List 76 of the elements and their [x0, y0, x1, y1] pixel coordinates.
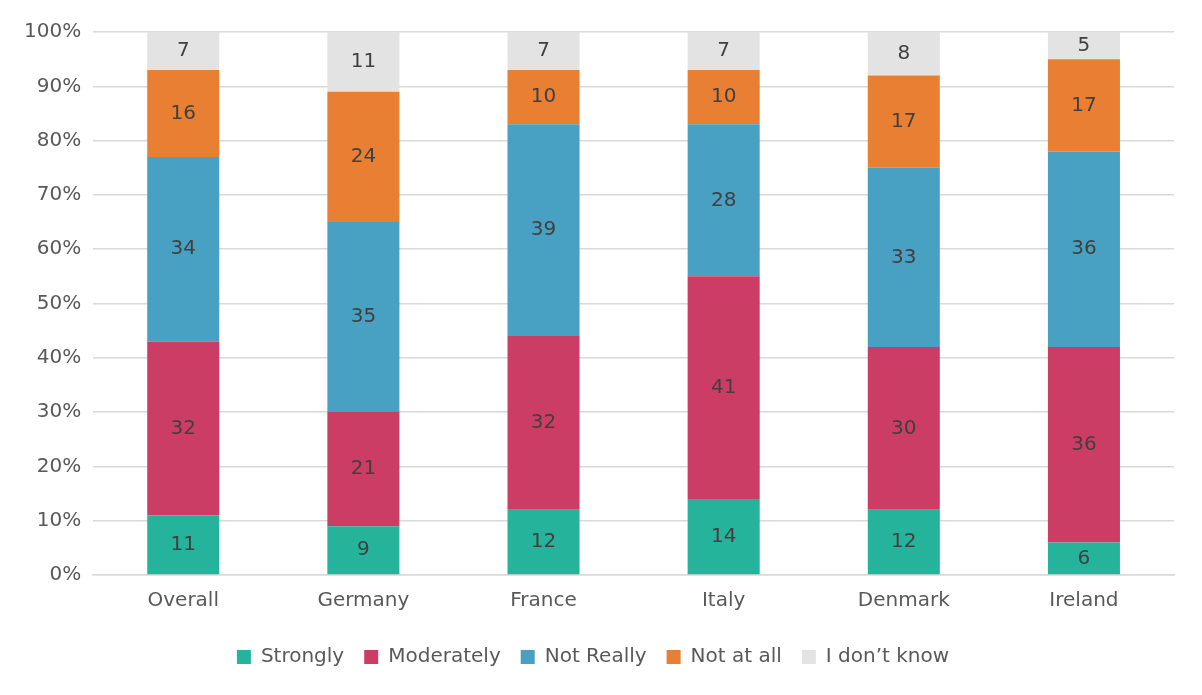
bar	[327, 222, 400, 413]
y-tick-label: 80%	[36, 126, 82, 151]
x-tick-label: Italy	[701, 587, 746, 612]
bar	[147, 156, 220, 342]
data-label: 11	[350, 48, 377, 73]
x-tick-label: Germany	[317, 587, 410, 612]
y-tick-label: 70%	[36, 181, 82, 206]
data-label: 33	[891, 243, 917, 268]
data-label: 36	[1071, 430, 1097, 455]
y-tick-label: 40%	[36, 344, 82, 368]
data-label: 10	[530, 83, 557, 108]
bar	[147, 515, 220, 575]
data-label: 17	[1071, 91, 1097, 116]
data-label: 24	[350, 143, 377, 168]
y-tick-label: 30%	[36, 398, 82, 423]
bar	[507, 124, 580, 337]
bar	[327, 412, 400, 527]
data-label: 28	[710, 186, 737, 211]
data-label: 17	[891, 107, 917, 132]
bar	[1047, 542, 1120, 575]
bar	[687, 124, 760, 277]
legend-label: Moderately	[388, 643, 501, 668]
y-tick-label: 50%	[36, 289, 82, 314]
data-label: 11	[170, 530, 196, 555]
bar	[687, 276, 760, 499]
x-tick-label: Ireland	[1049, 587, 1119, 612]
bar	[867, 509, 940, 575]
bar	[867, 75, 940, 168]
data-label: 41	[710, 373, 737, 398]
bar	[147, 341, 220, 516]
data-label: 7	[176, 37, 190, 62]
legend-label: Not at all	[690, 643, 782, 668]
y-tick-label: 0%	[49, 561, 82, 586]
x-tick-label: Denmark	[857, 587, 951, 612]
x-tick-label: France	[510, 587, 577, 612]
bar	[687, 498, 760, 575]
data-label: 16	[170, 99, 196, 124]
bar	[327, 526, 400, 575]
bar	[327, 91, 400, 223]
bar	[507, 509, 580, 575]
y-tick-label: 20%	[36, 452, 82, 477]
y-tick-label: 10%	[36, 506, 82, 531]
y-tick-label: 100%	[23, 18, 82, 43]
bar	[687, 70, 760, 125]
data-label: 8	[897, 39, 911, 64]
legend-label: Not Really	[544, 643, 647, 668]
data-label: 34	[170, 235, 196, 260]
data-label: 5	[1077, 31, 1091, 56]
x-tick-label: Overall	[147, 587, 219, 612]
data-label: 39	[530, 216, 557, 241]
data-label: 30	[891, 414, 917, 439]
data-label: 14	[710, 522, 737, 547]
bar	[867, 167, 940, 347]
data-label: 12	[530, 528, 557, 553]
data-label: 6	[1077, 544, 1091, 569]
bar	[507, 336, 580, 510]
data-label: 7	[537, 37, 550, 62]
bar	[147, 70, 220, 157]
y-tick-label: 90%	[36, 72, 82, 97]
data-label: 9	[357, 536, 370, 561]
bar	[507, 70, 580, 125]
y-tick-label: 60%	[36, 235, 82, 260]
bar	[867, 346, 940, 510]
data-label: 12	[891, 528, 917, 553]
data-label: 36	[1071, 235, 1097, 260]
bar	[1047, 346, 1120, 543]
data-label: 35	[350, 303, 377, 328]
legend-label: I don’t know	[825, 643, 950, 668]
bar	[1047, 59, 1120, 152]
data-label: 10	[710, 83, 737, 108]
bar	[1047, 151, 1120, 347]
data-label: 32	[530, 409, 557, 434]
data-label: 32	[170, 414, 196, 439]
data-label: 21	[350, 455, 377, 480]
data-label: 7	[717, 37, 731, 62]
legend-label: Strongly	[260, 643, 345, 668]
